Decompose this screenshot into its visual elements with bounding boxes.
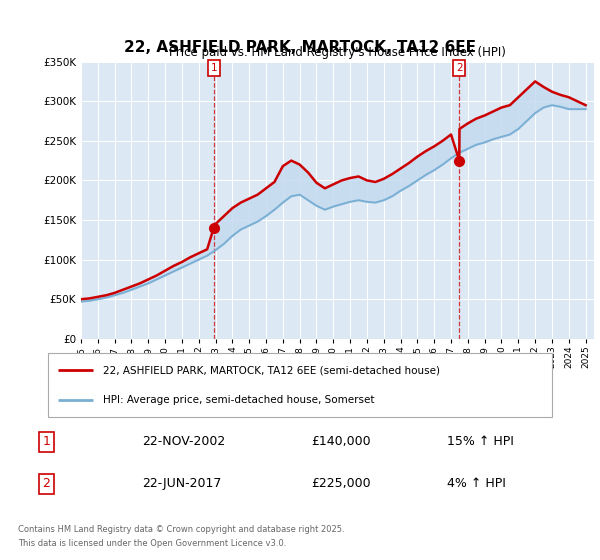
Text: 2: 2 [456,63,463,73]
Title: Price paid vs. HM Land Registry's House Price Index (HPI): Price paid vs. HM Land Registry's House … [169,46,506,59]
Text: This data is licensed under the Open Government Licence v3.0.: This data is licensed under the Open Gov… [18,539,286,548]
Text: 15% ↑ HPI: 15% ↑ HPI [446,435,514,449]
Text: 22, ASHFIELD PARK, MARTOCK, TA12 6EE: 22, ASHFIELD PARK, MARTOCK, TA12 6EE [124,40,476,55]
Text: 1: 1 [211,63,217,73]
Text: 4% ↑ HPI: 4% ↑ HPI [446,477,506,490]
Text: Contains HM Land Registry data © Crown copyright and database right 2025.: Contains HM Land Registry data © Crown c… [18,525,344,534]
Text: 22-JUN-2017: 22-JUN-2017 [142,477,221,490]
FancyBboxPatch shape [48,353,552,417]
Text: 2: 2 [42,477,50,490]
Text: £225,000: £225,000 [311,477,371,490]
Text: 22, ASHFIELD PARK, MARTOCK, TA12 6EE (semi-detached house): 22, ASHFIELD PARK, MARTOCK, TA12 6EE (se… [103,365,440,375]
Text: 1: 1 [42,435,50,449]
Text: HPI: Average price, semi-detached house, Somerset: HPI: Average price, semi-detached house,… [103,395,375,405]
Text: 22-NOV-2002: 22-NOV-2002 [142,435,226,449]
Text: £140,000: £140,000 [311,435,371,449]
